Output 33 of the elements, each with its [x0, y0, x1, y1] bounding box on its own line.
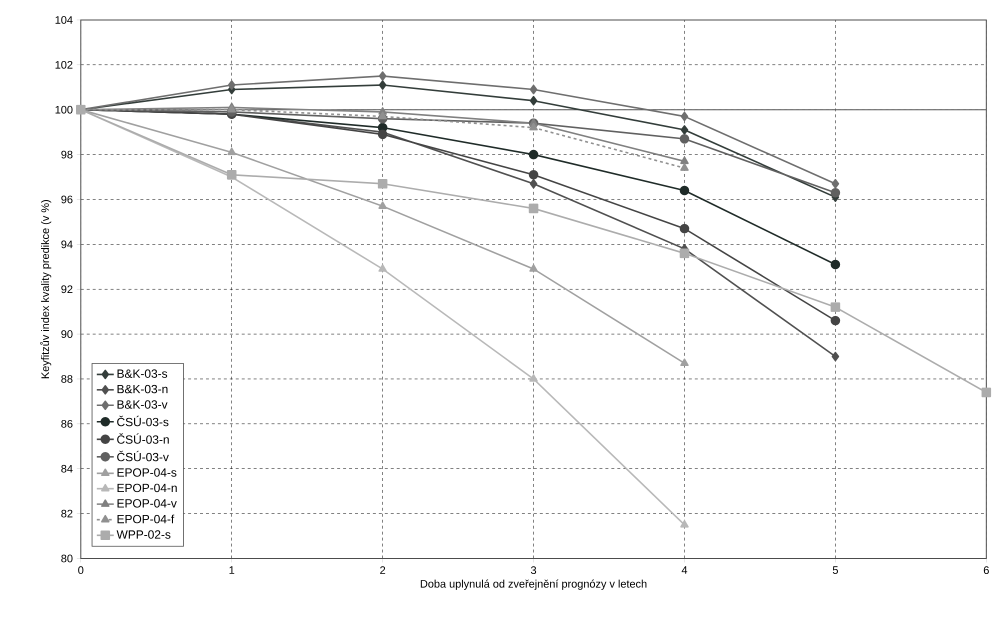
legend-label: EPOP-04-n [118, 484, 177, 492]
x-tick-label: 3 [530, 566, 536, 574]
y-tick-label: 86 [61, 420, 72, 428]
legend-label: ČSÚ-03-v [117, 450, 169, 462]
y-tick-label: 98 [61, 150, 72, 158]
y-tick-label: 80 [61, 554, 73, 562]
legend-label: WPP-02-s [116, 530, 170, 539]
y-tick-label: 104 [56, 16, 73, 24]
legend-label: B&K-03-v [118, 400, 168, 409]
legend-label: EPOP-04-s [118, 468, 176, 477]
y-tick-label: 88 [61, 374, 72, 383]
legend-label: EPOP-04-f [118, 514, 174, 524]
legend-label: ČSÚ-03-s [117, 416, 168, 426]
legend-label: B&K-03-n [118, 384, 168, 394]
x-tick-label: 1 [230, 566, 234, 574]
y-axis-title: Keyfitzův index kvality predikce (v %) [40, 200, 52, 378]
y-tick-label: 94 [61, 240, 73, 248]
y-tick-label: 84 [61, 464, 73, 472]
x-axis-title: Doba uplynulá od zveřejnění prognózy v letech [420, 579, 646, 590]
y-tick-label: 82 [61, 510, 72, 518]
legend-label: EPOP-04-v [118, 498, 177, 508]
x-tick-label: 4 [682, 566, 688, 574]
x-tick-label: 2 [380, 566, 386, 574]
x-tick-label: 6 [984, 566, 989, 574]
y-tick-label: 102 [56, 60, 72, 69]
legend-label: B&K-03-s [118, 369, 168, 378]
y-tick-label: 100 [56, 106, 73, 114]
x-tick-label: 0 [78, 566, 84, 574]
y-tick-label: 96 [61, 195, 72, 204]
x-tick-label: 5 [832, 566, 838, 574]
y-tick-label: 90 [61, 330, 73, 338]
legend-label: ČSÚ-03-n [117, 433, 169, 444]
y-tick-label: 92 [61, 285, 72, 293]
